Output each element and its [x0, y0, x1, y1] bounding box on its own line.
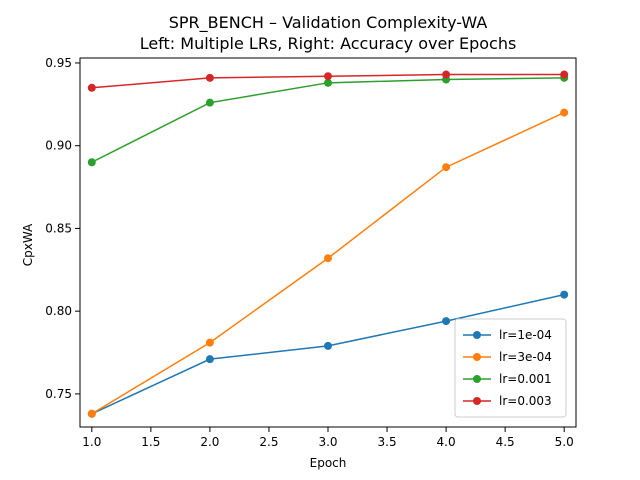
data-point-lr-0-003 [87, 83, 96, 92]
legend-label-lr-1e-04: lr=1e-04 [499, 328, 552, 342]
data-point-lr-3e-04 [87, 409, 96, 418]
y-tick-label: 0.75 [45, 387, 72, 401]
legend-label-lr-0-003: lr=0.003 [499, 394, 552, 408]
x-tick-label: 4.0 [437, 435, 456, 449]
x-tick-label: 4.5 [496, 435, 515, 449]
legend-marker-lr-0-001 [473, 375, 481, 383]
data-point-lr-0-001 [205, 98, 214, 107]
x-tick-label: 3.5 [378, 435, 397, 449]
x-tick-label: 2.5 [259, 435, 278, 449]
chart-subtitle: Left: Multiple LRs, Right: Accuracy over… [140, 34, 517, 53]
axes-frame [79, 57, 577, 428]
data-point-lr-3e-04 [560, 108, 569, 117]
x-tick-label: 3.0 [318, 435, 337, 449]
legend-label-lr-3e-04: lr=3e-04 [499, 350, 552, 364]
data-point-lr-0-003 [205, 73, 214, 82]
legend-label-lr-0-001: lr=0.001 [499, 372, 552, 386]
y-tick-label: 0.95 [45, 56, 72, 70]
data-point-lr-0-003 [560, 70, 569, 79]
x-tick-label: 2.0 [200, 435, 219, 449]
data-point-lr-1e-04 [560, 290, 569, 299]
legend-marker-lr-1e-04 [473, 331, 481, 339]
data-point-lr-0-001 [87, 158, 96, 167]
legend-marker-lr-0-003 [473, 397, 481, 405]
data-point-lr-1e-04 [205, 355, 214, 364]
legend-marker-lr-3e-04 [473, 353, 481, 361]
x-tick-label: 1.5 [141, 435, 160, 449]
x-axis-label: Epoch [310, 456, 347, 470]
data-point-lr-3e-04 [205, 338, 214, 347]
data-point-lr-0-003 [324, 72, 332, 81]
y-axis-label: CpxWA [21, 223, 35, 266]
y-tick-label: 0.80 [45, 304, 72, 318]
data-point-lr-3e-04 [324, 254, 332, 263]
data-point-lr-0-003 [442, 70, 451, 79]
legend: lr=1e-04 lr=3e-04 lr=0.001 lr=0.003 [454, 318, 567, 418]
x-tick-label: 1.0 [82, 435, 101, 449]
legend-box [454, 318, 567, 418]
y-tick-label: 0.90 [45, 139, 72, 153]
data-point-lr-1e-04 [442, 317, 451, 326]
data-point-lr-1e-04 [324, 341, 332, 350]
x-tick-label: 5.0 [555, 435, 574, 449]
data-point-lr-3e-04 [442, 163, 451, 172]
chart-title: SPR_BENCH – Validation Complexity-WA [169, 13, 488, 33]
y-tick-label: 0.85 [45, 221, 72, 235]
data-point-lr-0-001 [324, 78, 332, 87]
